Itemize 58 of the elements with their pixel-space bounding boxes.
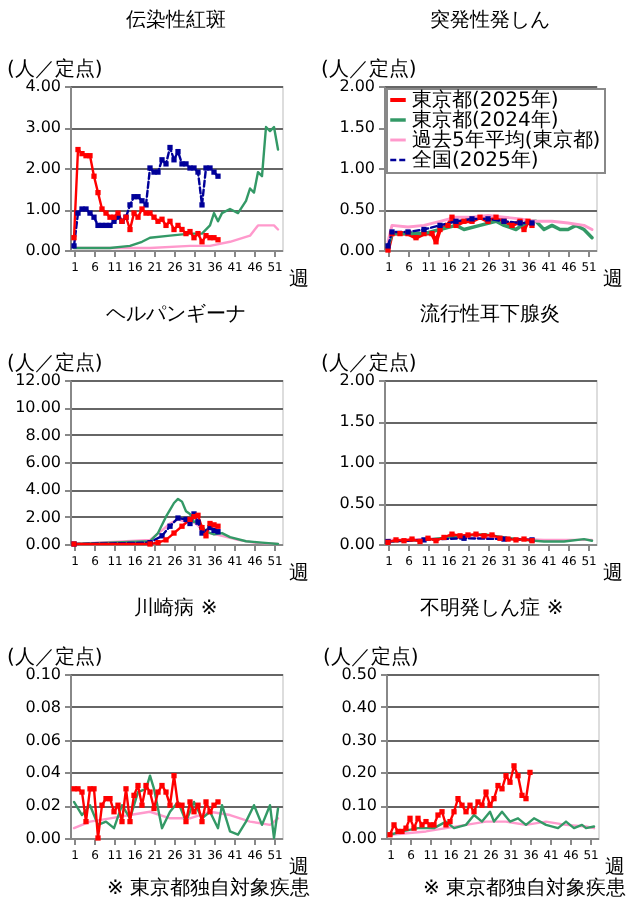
- y-tick-label: 0.30: [341, 730, 377, 749]
- y-tick-label: 0.04: [25, 763, 61, 782]
- legend-label: 東京都(2025年): [412, 88, 559, 112]
- y-axis-title: (人／定点): [323, 645, 419, 669]
- y-tick-label: 2.00: [339, 371, 375, 389]
- chart-title: ヘルパンギーナ: [106, 302, 246, 326]
- y-axis-title: (人／定点): [321, 351, 417, 375]
- text: ※ 東京都独自対象疾患: [106, 876, 310, 900]
- y-tick-label: 10.00: [15, 398, 61, 417]
- y-tick-label: 0.02: [25, 796, 61, 815]
- y-tick-label: 2.00: [25, 507, 61, 526]
- y-tick-label: 0.06: [25, 730, 61, 749]
- y-tick-label: 4.00: [25, 480, 61, 499]
- y-tick-label: 1.50: [339, 412, 375, 430]
- legend-label: 全国(2025年): [412, 148, 539, 172]
- y-tick-label: 0.10: [25, 665, 61, 683]
- x-axis-title: 週: [603, 269, 623, 291]
- x-axis-title: 週: [289, 563, 309, 585]
- y-tick-label: 4.00: [25, 77, 61, 95]
- legend-label: 東京都(2024年): [412, 108, 559, 132]
- y-tick-label: 0.00: [25, 241, 61, 259]
- x-axis-title: 週: [603, 563, 623, 585]
- legend-label: 過去5年平均(東京都): [412, 128, 601, 152]
- y-tick-label: 0.00: [339, 535, 375, 553]
- y-tick-label: 0.50: [339, 200, 375, 218]
- y-tick-label: 0.00: [25, 535, 61, 553]
- x-axis-title: 週: [289, 269, 309, 291]
- y-tick-label: 0.00: [341, 829, 377, 847]
- chart-title: 不明発しん症 ※: [420, 596, 564, 620]
- y-tick-label: 0.50: [339, 494, 375, 512]
- y-tick-label: 1.00: [339, 453, 375, 471]
- y-tick-label: 0.20: [341, 763, 377, 782]
- y-axis-title: (人／定点): [321, 57, 417, 81]
- x-axis-title: 週: [289, 857, 309, 879]
- y-tick-label: 2.00: [339, 77, 375, 95]
- y-axis-title: (人／定点): [7, 57, 103, 81]
- y-axis-title: (人／定点): [7, 645, 103, 669]
- chart-title: 川崎病 ※: [134, 596, 218, 620]
- y-tick-label: 12.00: [15, 371, 61, 389]
- chart-title: 流行性耳下腺炎: [420, 302, 560, 326]
- y-tick-label: 1.00: [25, 200, 61, 218]
- y-tick-label: 0.40: [341, 697, 377, 716]
- y-tick-label: 0.00: [25, 829, 61, 847]
- y-tick-label: 1.00: [339, 159, 375, 177]
- chart-title: 伝染性紅斑: [126, 8, 226, 32]
- y-tick-label: 0.10: [341, 796, 377, 815]
- y-tick-label: 0.00: [339, 241, 375, 259]
- y-tick-label: 1.50: [339, 118, 375, 136]
- x-axis-title: 週: [605, 857, 625, 879]
- chart-title: 突発性発しん: [430, 8, 550, 32]
- y-tick-label: 6.00: [25, 453, 61, 471]
- y-tick-label: 0.50: [341, 665, 377, 683]
- y-tick-label: 8.00: [25, 425, 61, 444]
- y-tick-label: 0.08: [25, 697, 61, 716]
- y-tick-label: 2.00: [25, 159, 61, 177]
- y-tick-label: 3.00: [25, 118, 61, 136]
- y-axis-title: (人／定点): [7, 351, 103, 375]
- text: ※ 東京都独自対象疾患: [422, 876, 626, 900]
